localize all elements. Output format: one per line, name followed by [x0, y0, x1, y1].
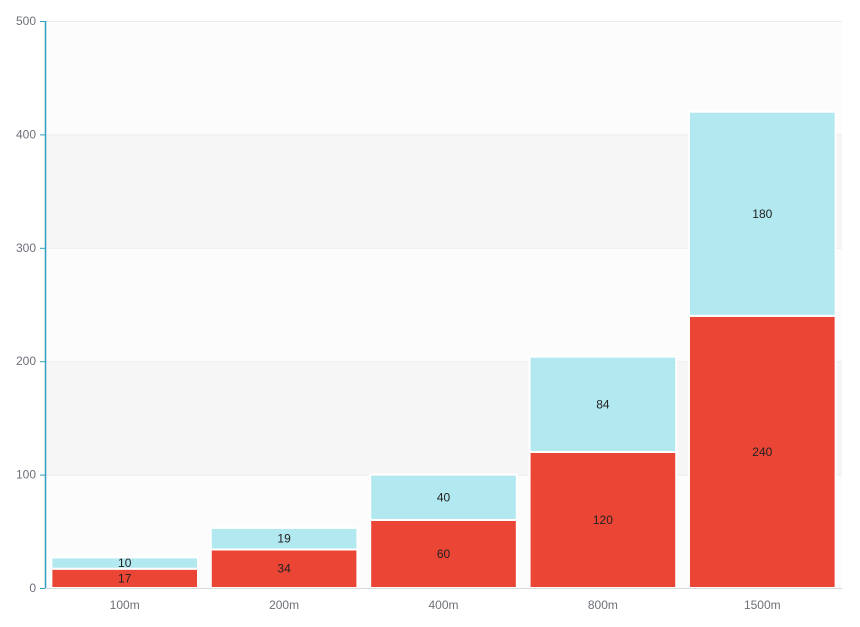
axes: 100m 200m 400m 800m 1500m 0 100 200 300 400 500 [16, 14, 842, 612]
bar-segment [528, 355, 678, 453]
data-label: 40 [437, 490, 451, 504]
data-label: 180 [752, 207, 772, 221]
y-tick-label: 0 [29, 581, 36, 595]
data-label: 34 [277, 562, 291, 576]
y-tick-label: 300 [16, 241, 36, 255]
bar-segment [687, 314, 837, 589]
bar-segment [50, 556, 200, 570]
x-tick-label: 200m [269, 598, 299, 612]
x-tick-label: 100m [110, 598, 140, 612]
data-label: 19 [277, 532, 291, 546]
bar-segment [369, 518, 518, 590]
bar-segment [209, 526, 359, 551]
data-label: 240 [752, 445, 772, 459]
data-label: 120 [593, 513, 613, 527]
x-tick-label: 400m [428, 598, 458, 612]
y-tick-label: 500 [16, 14, 36, 28]
x-tick-label: 800m [588, 598, 618, 612]
y-tick-label: 200 [16, 354, 36, 368]
bar-segment [687, 110, 837, 317]
data-label: 10 [118, 556, 132, 570]
data-label: 84 [596, 397, 610, 411]
data-label: 60 [437, 547, 451, 561]
y-tick-label: 100 [16, 468, 36, 482]
y-tick-label: 400 [16, 127, 36, 141]
x-tick-label: 1500m [744, 598, 781, 612]
bar-segment [369, 473, 518, 521]
data-label: 17 [118, 571, 132, 585]
